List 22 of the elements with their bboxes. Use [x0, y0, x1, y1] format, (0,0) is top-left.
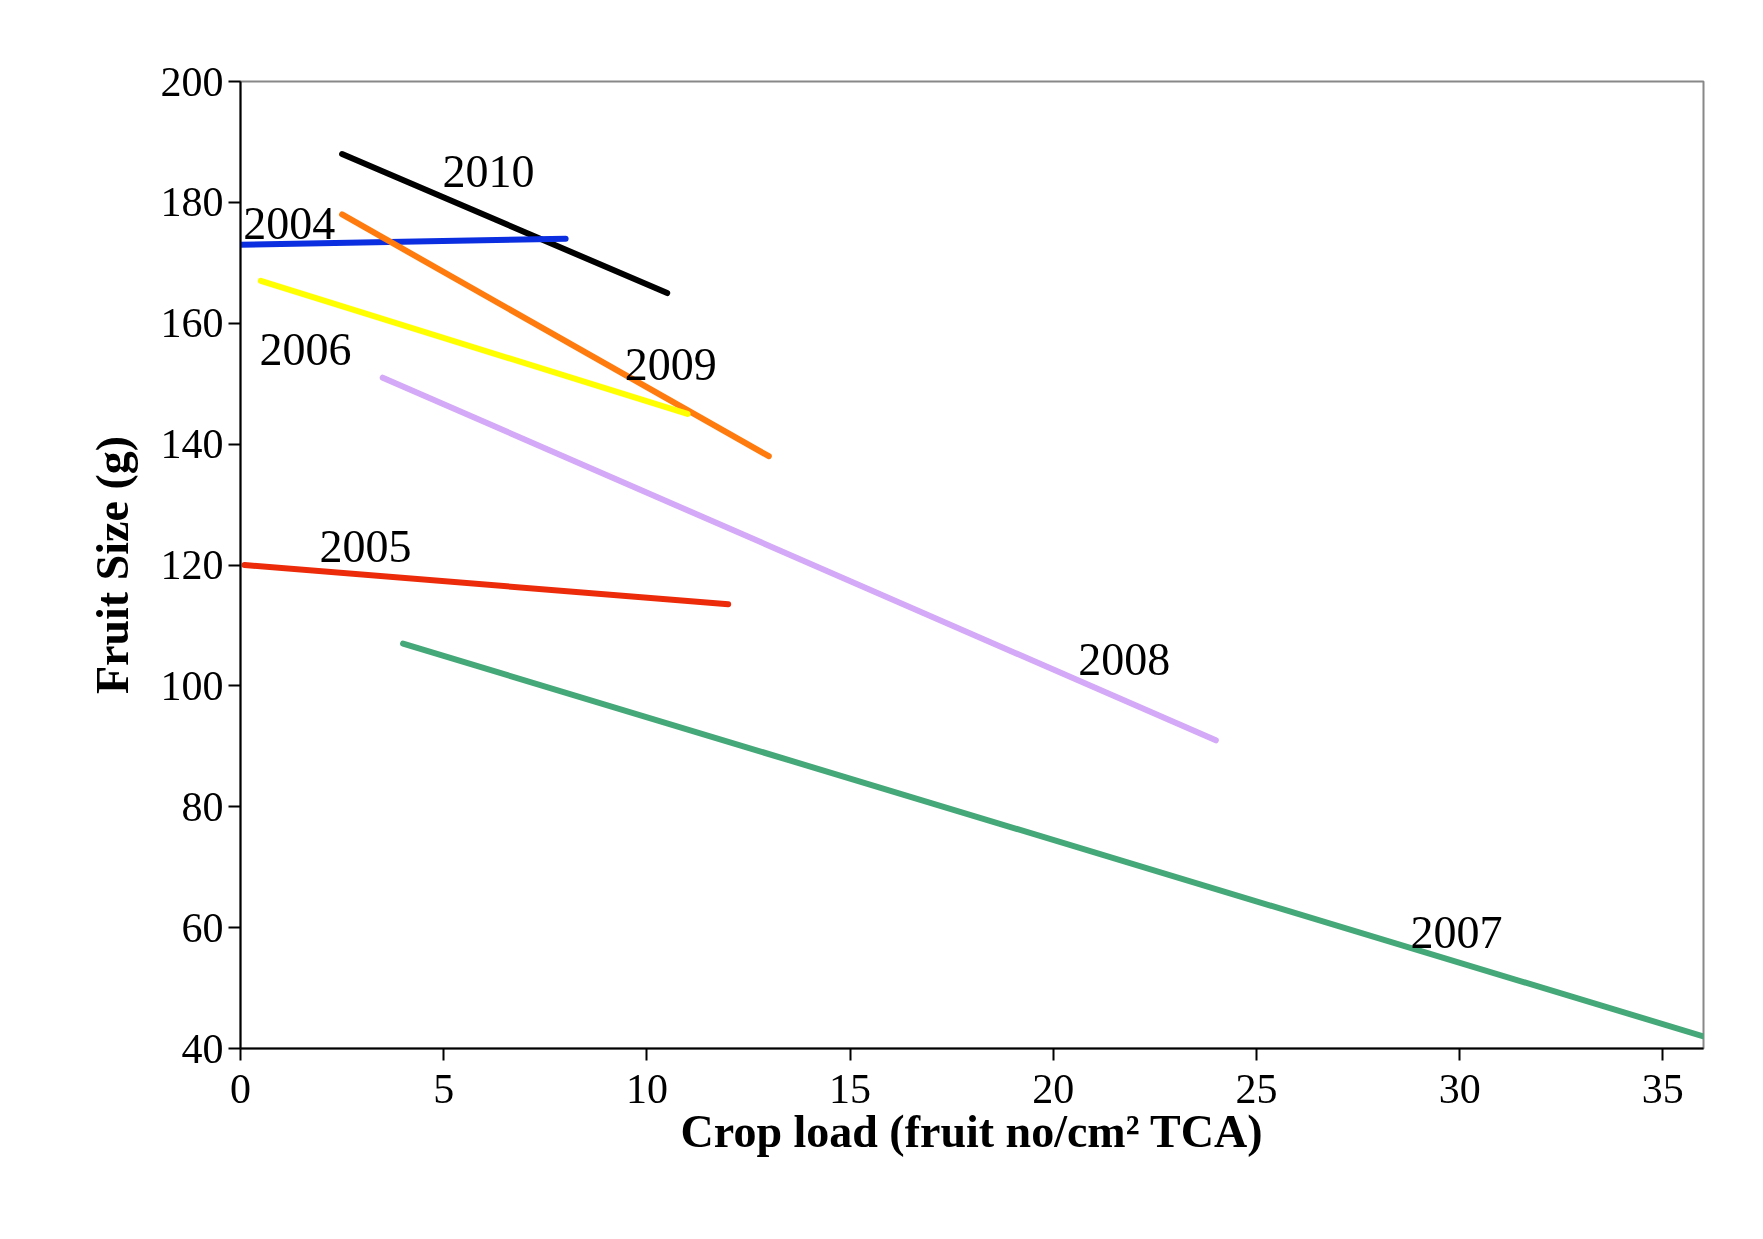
x-tick-label: 30	[1438, 1065, 1481, 1112]
series-label: 2008	[1078, 633, 1171, 685]
x-tick-label: 5	[433, 1065, 455, 1112]
series-label: 2004	[243, 198, 336, 250]
y-tick-label: 140	[160, 421, 224, 468]
y-tick-label: 80	[181, 783, 224, 830]
series-label: 2007	[1410, 907, 1503, 959]
y-tick-label: 100	[160, 662, 224, 709]
y-tick-label: 180	[160, 179, 224, 226]
x-tick-label: 35	[1641, 1065, 1684, 1112]
series-label: 2009	[624, 339, 717, 391]
y-tick-label: 200	[160, 58, 224, 105]
y-tick-label: 160	[160, 300, 224, 347]
series-label: 2010	[442, 146, 535, 198]
y-tick-label: 40	[181, 1025, 224, 1072]
y-axis-title: Fruit Size (g)	[86, 435, 138, 695]
x-tick-label: 10	[625, 1065, 668, 1112]
x-tick-label: 0	[230, 1065, 251, 1112]
y-tick-label: 120	[160, 542, 224, 588]
y-tick-label: 60	[181, 904, 224, 951]
series-label: 2006	[259, 324, 352, 376]
series-label: 2005	[319, 521, 412, 573]
